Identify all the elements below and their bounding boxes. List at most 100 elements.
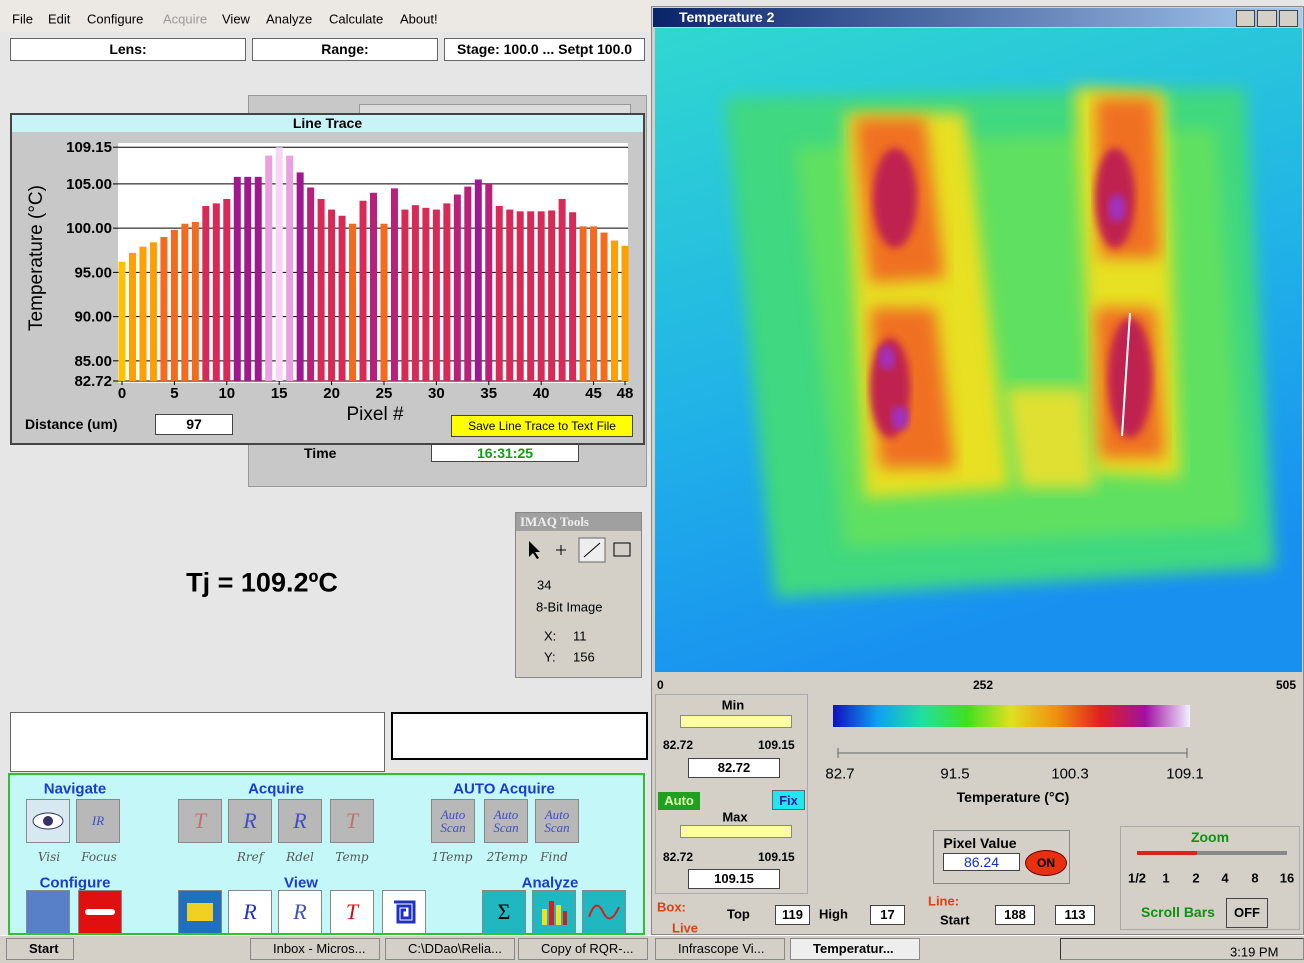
taskbar-item[interactable]: Copy of RQR-... [518,938,648,960]
icon-button[interactable]: Auto Scan [431,799,475,843]
icon-button[interactable]: R [228,799,272,843]
screen: File Edit Configure Acquire View Analyze… [0,0,1304,962]
colorbar-tick: 100.3 [1051,766,1089,783]
group-label: View [284,875,318,892]
icon-button[interactable]: Auto Scan [535,799,579,843]
blank-field [391,712,648,760]
bar [464,187,471,381]
icon-button[interactable] [78,890,122,934]
distance-field[interactable]: 97 [155,414,233,435]
min-slider[interactable] [680,715,792,728]
bar [150,242,157,381]
x-tick-label: 5 [170,385,178,402]
max-low: 82.72 [663,850,693,864]
icon-button[interactable]: T [330,799,374,843]
y-tick-label: 105.00 [66,176,112,193]
bar [139,247,146,381]
bar [328,210,335,381]
y-tick-label: 100.00 [66,220,112,237]
icon-button[interactable] [532,890,576,934]
bar [422,208,429,381]
bar [506,210,513,381]
icon-button[interactable] [382,890,426,934]
high-field[interactable]: 17 [870,905,905,925]
colorbar-label: Temperature (°C) [957,789,1070,805]
max-field[interactable]: 109.15 [688,869,780,889]
taskbar-item[interactable]: Temperatur... [790,938,920,960]
x-tick-label: 15 [271,385,288,402]
icon-button[interactable]: R [278,890,322,934]
button-label: Focus [81,850,117,864]
start-b-field[interactable]: 113 [1055,905,1095,925]
x-tick-label: 10 [218,385,235,402]
min-label: Min [722,698,744,713]
icon-button[interactable]: Auto Scan [484,799,528,843]
close[interactable] [1279,10,1298,27]
button-label: Find [540,850,568,864]
bar [454,195,461,381]
scroll-bars-button[interactable]: OFF [1226,898,1268,928]
icon-button[interactable] [582,890,626,934]
x-tick-label: 40 [533,385,550,402]
min-high: 109.15 [758,738,795,752]
max-slider[interactable] [680,825,792,838]
zoom-level: 1/2 [1128,871,1146,886]
window-title: Temperature 2 [653,8,1302,27]
on-button[interactable]: ON [1025,850,1067,876]
colorbar [833,705,1190,727]
top-field[interactable]: 119 [775,905,810,925]
icon-button[interactable] [26,799,70,843]
bar [611,241,618,381]
colorbar-axis [830,740,1200,770]
icon-button[interactable]: IR [76,799,120,843]
bar [244,177,251,381]
fix-button[interactable]: Fix [772,790,805,810]
bar [370,193,377,381]
icon-button[interactable]: T [178,799,222,843]
taskbar-item[interactable]: Inbox - Micros... [250,938,380,960]
x-tick-label: 0 [118,385,126,402]
zoom-slider[interactable] [1137,851,1197,855]
start-a-field[interactable]: 188 [995,905,1035,925]
group-label: Analyze [522,875,579,892]
y-tick-label: 109.15 [66,139,112,156]
x-tick-label: 48 [617,385,634,402]
save-button[interactable]: Save Line Trace to Text File [451,415,633,437]
zoom-level: 2 [1192,871,1199,886]
button-label: Visi [38,850,60,864]
minimize[interactable] [1236,10,1255,27]
window-controls [1236,10,1298,25]
button-label: 1Temp [432,850,473,864]
bar [569,212,576,381]
bar [286,156,293,381]
bar [590,226,597,381]
start-label: Start [940,913,970,928]
taskbar-item[interactable]: Infrascope Vi... [655,938,785,960]
icon-button[interactable]: R [278,799,322,843]
bar [202,206,209,381]
zoom-level: 1 [1162,871,1169,886]
bar [380,224,387,381]
maximize[interactable] [1257,10,1276,27]
min-field[interactable]: 82.72 [688,758,780,778]
max-high: 109.15 [758,850,795,864]
blank-field [10,712,385,772]
icon-button[interactable] [178,890,222,934]
scale-label: 252 [973,678,993,692]
y-tick-label: 90.00 [74,309,112,326]
imaq-tools: IMAQ Tools 34 8-Bit Image X: 11 Y: 156 [515,512,642,678]
bar [412,205,419,381]
icon-button[interactable]: R [228,890,272,934]
bar [129,253,136,381]
icon-button[interactable] [26,890,70,934]
bar [360,201,367,381]
taskbar-item[interactable]: C:\DDao\Relia... [385,938,515,960]
start-button[interactable]: Start [6,938,74,960]
icon-button[interactable]: T [330,890,374,934]
bar [443,203,450,381]
bar [213,203,220,381]
auto-button[interactable]: Auto [658,792,700,810]
icon-button[interactable]: Σ [482,890,526,934]
bar [622,246,629,381]
toolbar: Navigate Acquire AUTO Acquire Configure … [8,773,645,935]
